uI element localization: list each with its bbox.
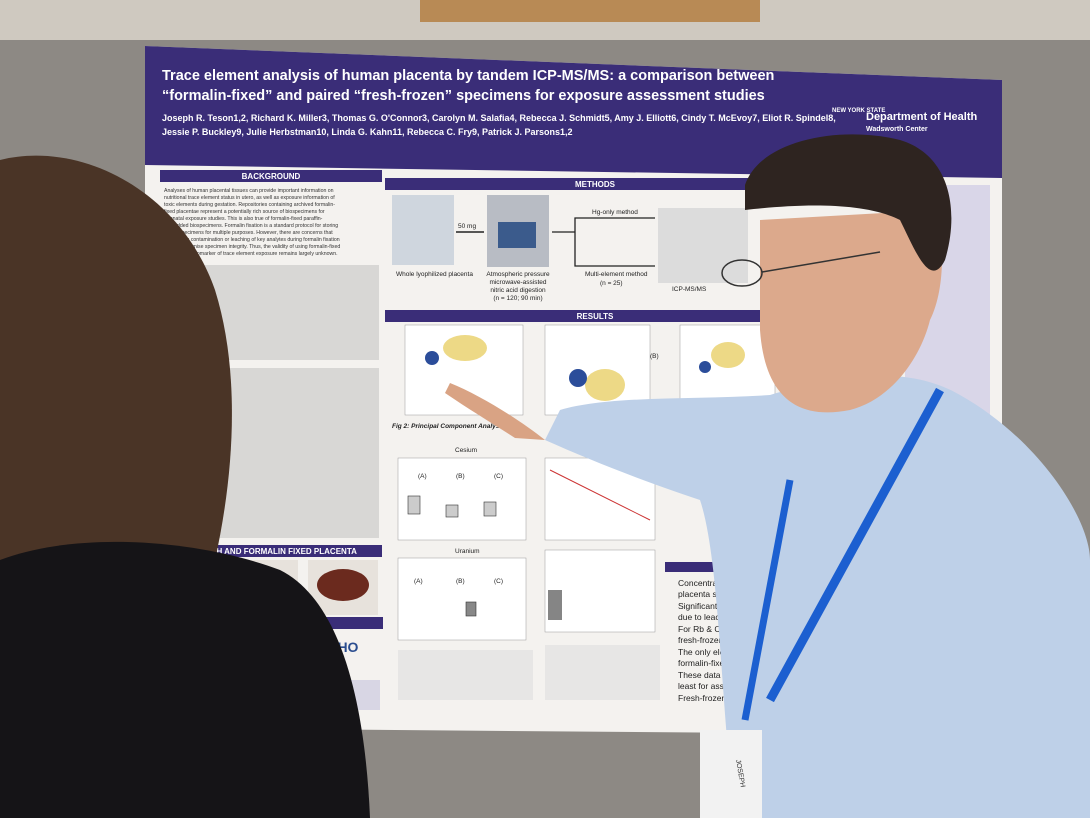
box [483,501,497,517]
caption-lines [398,650,533,700]
method-label: Whole lyophilized placenta [396,271,473,278]
boxplot-frame [397,557,527,641]
figure-caption: Fig 2: Principal Component Analysis [392,423,505,430]
arrow [552,217,655,267]
hair [745,134,952,271]
text-line: tissues as a biomarker of trace element … [164,251,338,257]
pca-ellipse [443,335,487,361]
section-title: BACKGROUND [242,172,301,181]
panel-label: (C) [494,473,503,480]
text-line: fixed placentae represent a potentially … [164,209,325,215]
bullet: Fresh-frozen pla [678,693,740,703]
method-label: nitric acid digestion [490,287,546,294]
box [465,601,477,617]
authors: Jessie P. Buckley9, Julie Herbstman10, L… [162,127,573,137]
pca-ellipse [711,342,745,368]
box [445,504,459,518]
section-bar [385,310,805,322]
face [760,210,942,413]
method-label: (n = 25) [600,280,623,287]
window-light [420,0,760,22]
scatter-points [548,590,562,620]
section-title: FRESH AND FORMALIN FIXED PLACENTA [195,547,357,556]
trend-line [549,469,651,521]
section-bar [160,170,382,182]
scatter-frame [544,549,656,633]
shirt [545,375,1090,818]
logo-department: Department of Health [866,111,978,123]
panel-label: (C) [494,578,503,585]
box [407,495,421,515]
glasses [721,251,881,287]
woman-hair [0,155,232,600]
name-badge [700,730,762,818]
method-label: 50 mg [458,223,476,230]
bullet: These data sugge [678,670,746,680]
lanyard [766,387,944,703]
panel-label: (A) [414,578,423,585]
lanyard [741,479,794,721]
text-line: nutritional trace element status in uter… [164,195,335,201]
text-line: tissue specimens for multiple purposes. … [164,230,333,236]
text-line: neonatal exposure studies. This is also … [164,216,323,222]
method-photo [658,208,748,283]
temple [761,251,881,273]
text-line: may compromise specimen integrity. Thus,… [164,244,340,250]
woman-sweater [0,541,370,818]
pca-cluster [569,369,587,387]
bullet: The only element that [678,647,760,657]
poster-title: Trace element analysis of human placenta… [162,68,774,84]
section-bar [385,178,805,190]
method-label: microwave-assisted [489,279,546,286]
method-label: Hg-only method [592,209,638,216]
plot-title: Uranium [455,548,480,555]
method-label: Multi-element method [585,271,648,278]
text-line: Analyses of human placental tissues can … [164,188,334,194]
logo-center: Wadsworth Center [866,126,928,133]
panel-label: (B) [456,473,465,480]
method-label: ICP-MS/MS [672,286,707,293]
method-label: (n = 120; 90 min) [493,295,542,302]
badge-name: JOSEPH [734,759,746,788]
authors: Joseph R. Teson1,2, Richard K. Miller3, … [162,113,836,123]
background-text: Analyses of human placental tissues can … [164,188,340,257]
method-label: Atmospheric pressure [486,271,550,278]
pca-cluster [699,361,711,373]
panel-label: (A) [418,473,427,480]
panel-label: (B) [456,578,465,585]
text-line: embedded biospecimens. Formalin fixation… [164,223,338,229]
text-line: toxic elements during gestation. Reposit… [164,202,335,208]
pca-cluster [425,351,439,365]
pca-ellipse [585,369,625,401]
section-title: METHODS [575,180,616,189]
section-title: RESULTS [577,312,614,321]
hand [445,383,545,440]
poster-header [145,46,1002,178]
logo-state: NEW YORK STATE [832,108,885,114]
poster-title: “formalin-fixed” and paired “fresh-froze… [162,88,765,104]
text-line: exogenous contamination or leaching of k… [164,237,340,243]
bullet: formalin-fixed conce [678,658,754,668]
plot-title: Cesium [455,447,477,454]
method-photo [392,195,454,265]
microwave-door [498,222,536,248]
panel-label: (B) [650,353,659,360]
caption-lines [545,645,660,700]
bullet: least for assessin [678,681,744,691]
lens [721,259,763,287]
placenta-photo [317,569,369,601]
